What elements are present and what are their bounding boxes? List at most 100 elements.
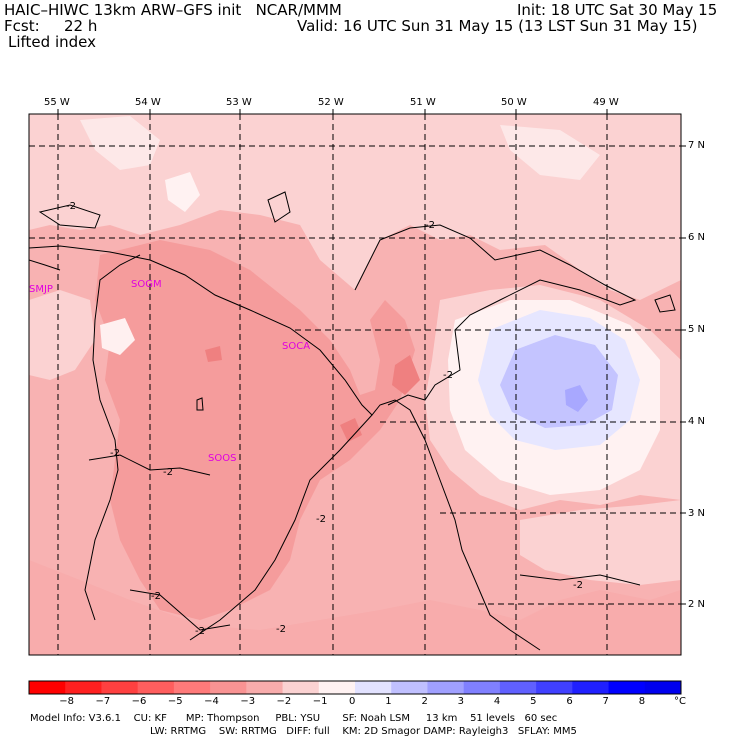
colorbar-swatch: [536, 681, 573, 694]
lon-label-53w: 53 W: [226, 97, 252, 108]
contour-label: -2: [316, 514, 326, 525]
init-time: Init: 18 UTC Sat 30 May 15: [517, 1, 718, 19]
contour-minus2-c: [354, 224, 637, 406]
colorbar-tick-label: −8: [59, 696, 74, 707]
colorbar-swatch: [391, 681, 428, 694]
colorbar-swatch: [282, 681, 320, 694]
colorbar-unit: °C: [674, 696, 686, 707]
border-suriname-french-guiana: [84, 254, 141, 621]
contour-minus2-b: [267, 191, 291, 223]
shade-ocean-blue-core: [565, 385, 588, 412]
forecast-label: Fcst:: [4, 17, 40, 35]
model-info-line1: Model Info: V3.6.1 CU: KF MP: Thompson P…: [30, 713, 558, 724]
station-soca: SOCA: [282, 341, 311, 352]
lon-label-52w: 52 W: [318, 97, 344, 108]
shade-ocean-blue: [500, 335, 618, 428]
shade-top-light: [29, 114, 681, 300]
colorbar-swatch: [318, 681, 356, 694]
colorbar-tick-label: −7: [95, 696, 111, 707]
colorbar-swatch: [355, 681, 392, 694]
colorbar-swatch: [101, 681, 139, 694]
contour-label: -2: [163, 467, 173, 478]
contour-label: -2: [66, 201, 76, 212]
lon-label-51w: 51 W: [410, 97, 436, 108]
colorbar-swatch: [499, 681, 537, 694]
shade-dark-patch-2: [205, 346, 222, 362]
shade-dark-patch-1: [392, 355, 420, 395]
lat-label-3n: 3 N: [688, 508, 706, 519]
colorbar-tick-label: −3: [240, 696, 256, 707]
shade-west-patch: [100, 318, 135, 355]
lon-label-49w: 49 W: [593, 97, 619, 108]
lon-label-54w: 54 W: [135, 97, 161, 108]
colorbar-swatch: [644, 681, 682, 694]
field-name: Lifted index: [8, 33, 96, 51]
colorbar-tick-label: −4: [204, 696, 219, 707]
colorbar-tick-label: −1: [312, 696, 328, 707]
shade-south: [29, 560, 681, 655]
lon-label-55w: 55 W: [44, 97, 70, 108]
colorbar-tick-label: 6: [566, 696, 573, 707]
lon-label-50w: 50 W: [501, 97, 527, 108]
colorbar-tick-label: 8: [638, 696, 646, 707]
top-ticks: [57, 109, 686, 605]
shade-dark-patch-3: [340, 418, 362, 442]
contour-minus2-e: [129, 589, 231, 631]
colorbar-swatch: [463, 681, 501, 694]
colorbar-tick-label: 3: [457, 696, 465, 707]
colorbar-tick-label: 4: [493, 696, 501, 707]
colorbar-swatch: [210, 681, 247, 694]
model-info-line2: LW: RRTMG SW: RRTMG DIFF: full KM: 2D Sm…: [150, 726, 577, 737]
colorbar-tick-label: 5: [530, 696, 537, 707]
contour-label: -2: [573, 580, 583, 591]
colorbar-swatch: [137, 681, 175, 694]
shade-west-light: [29, 290, 95, 380]
shade-inland-core: [95, 240, 415, 620]
colorbar-swatch: [173, 681, 211, 694]
border-french-guiana-brazil: [189, 414, 373, 641]
colorbar-tick-label: 7: [602, 696, 609, 707]
colorbar-swatch: [572, 681, 610, 694]
contour-label: -2: [443, 370, 453, 381]
lat-label-4n: 4 N: [688, 416, 706, 427]
contour-label: -2: [276, 624, 286, 635]
shade-southeast-light: [520, 500, 681, 585]
station-soos: SOOS: [208, 453, 237, 464]
contour-label: -2: [151, 591, 161, 602]
lat-label-6n: 6 N: [688, 232, 706, 243]
shade-top-patch-1: [80, 116, 160, 170]
model-title: HAIC–HIWC 13km ARW–GFS init NCAR/MMM: [4, 1, 342, 19]
valid-time: Valid: 16 UTC Sun 31 May 15 (13 LST Sun …: [297, 17, 698, 35]
forecast-hour: 22 h: [64, 17, 98, 35]
colorbar-swatch: [29, 681, 66, 694]
contour-minus2-f: [519, 574, 641, 586]
contour-label: -2: [195, 626, 205, 637]
shade-top-patch-3: [165, 172, 200, 212]
colorbar-swatch: [608, 681, 646, 694]
station-sogm: SOGM: [131, 279, 162, 290]
colorbar-swatch: [65, 681, 102, 694]
lat-label-2n: 2 N: [688, 599, 706, 610]
colorbar-tick-label: −6: [131, 696, 147, 707]
colorbar-tick-label: 2: [421, 696, 428, 707]
colorbar-tick-label: 0: [349, 696, 356, 707]
colorbar-swatch: [246, 681, 284, 694]
lat-label-5n: 5 N: [688, 324, 706, 335]
colorbar-tick-label: −5: [167, 696, 183, 707]
contour-label: -2: [425, 220, 435, 231]
graticule: [29, 114, 681, 655]
border-west: [29, 259, 61, 271]
colorbar-tick-label: 1: [385, 696, 392, 707]
colorbar-swatch: [427, 681, 465, 694]
map-frame: [28, 113, 682, 656]
contour-minus2-g: [654, 294, 676, 313]
contour-label: -2: [110, 448, 120, 459]
contour-minus2-a: [38, 204, 101, 229]
lat-label-7n: 7 N: [688, 140, 706, 151]
shade-top-patch-2: [500, 125, 600, 180]
station-smjp: SMJP: [29, 284, 53, 295]
colorbar-tick-label: −2: [276, 696, 292, 707]
contour-minus2-h: [196, 397, 204, 411]
